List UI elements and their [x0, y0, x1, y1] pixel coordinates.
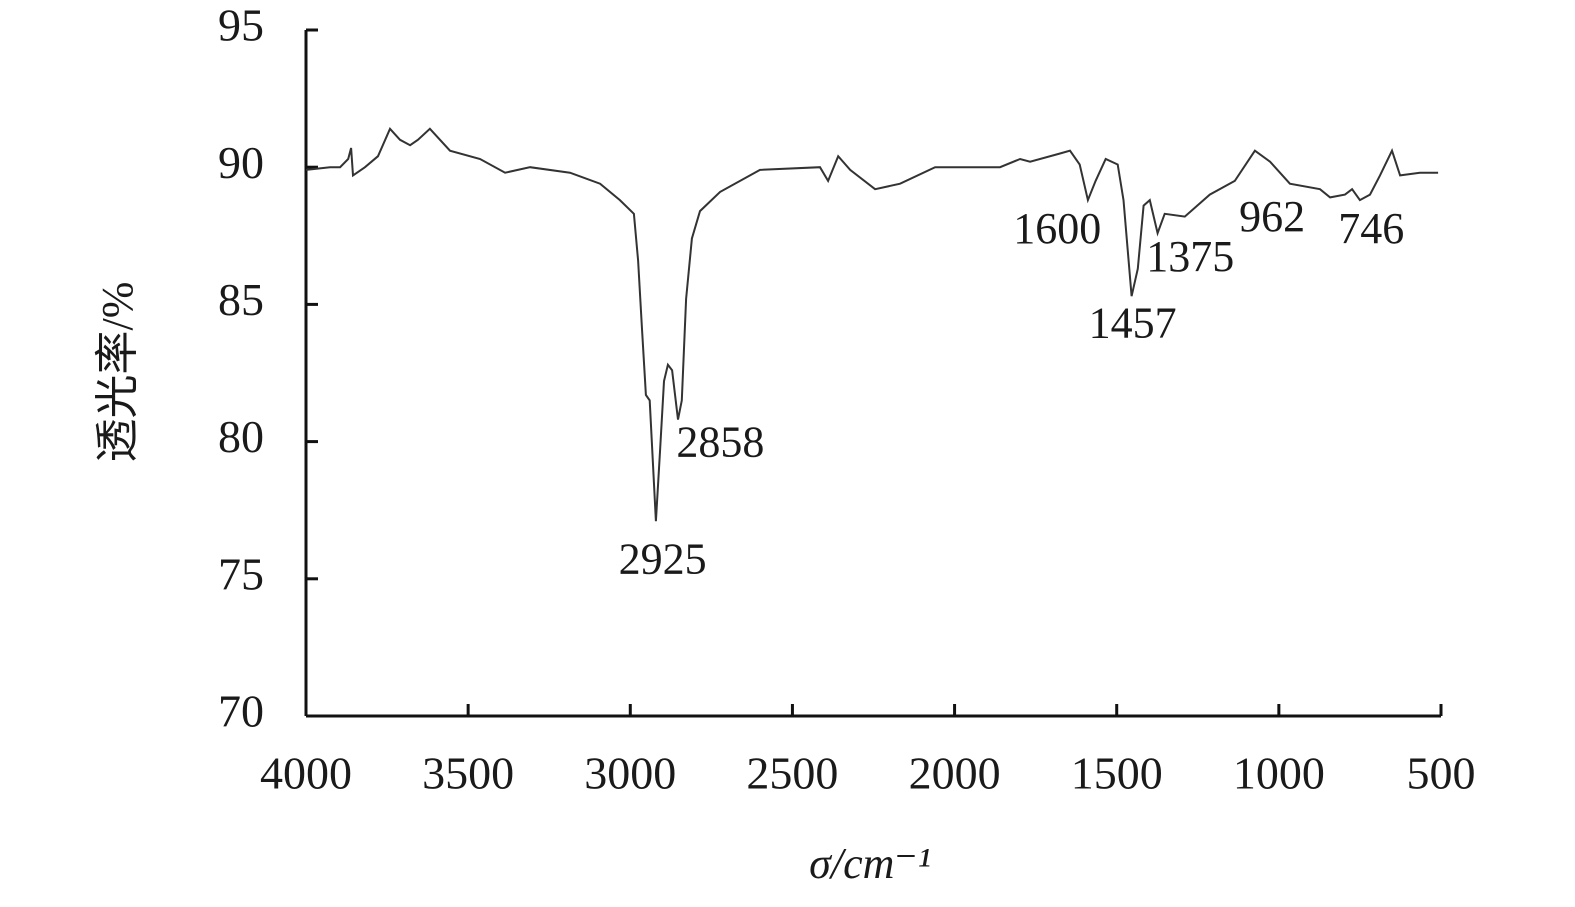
- peak-annotation: 1600: [1013, 204, 1101, 253]
- y-tick-label: 95: [218, 0, 264, 51]
- x-axis-title: σ/cm⁻¹: [809, 839, 931, 888]
- y-tick-label: 75: [218, 548, 264, 599]
- y-tick-label: 85: [218, 274, 264, 325]
- x-tick-label: 2500: [746, 748, 838, 799]
- peak-annotation: 962: [1239, 192, 1305, 241]
- peak-annotation: 2925: [619, 534, 707, 583]
- y-tick-label: 90: [218, 137, 264, 188]
- x-tick-label: 1500: [1071, 748, 1163, 799]
- x-tick-label: 500: [1407, 748, 1476, 799]
- x-tick-label: 1000: [1233, 748, 1325, 799]
- y-tick-label: 70: [218, 686, 264, 737]
- x-tick-label: 4000: [260, 748, 352, 799]
- peak-annotation: 1375: [1146, 232, 1234, 281]
- spectrum-line: [305, 126, 1439, 522]
- y-tick-label: 80: [218, 411, 264, 462]
- peak-annotation: 746: [1338, 204, 1404, 253]
- peak-annotation: 1457: [1089, 298, 1177, 347]
- y-axis-title: 透光率/%: [93, 282, 142, 463]
- x-tick-label: 3500: [422, 748, 514, 799]
- x-tick-label: 3000: [584, 748, 676, 799]
- peak-annotation: 2858: [676, 418, 764, 467]
- x-tick-label: 2000: [909, 748, 1001, 799]
